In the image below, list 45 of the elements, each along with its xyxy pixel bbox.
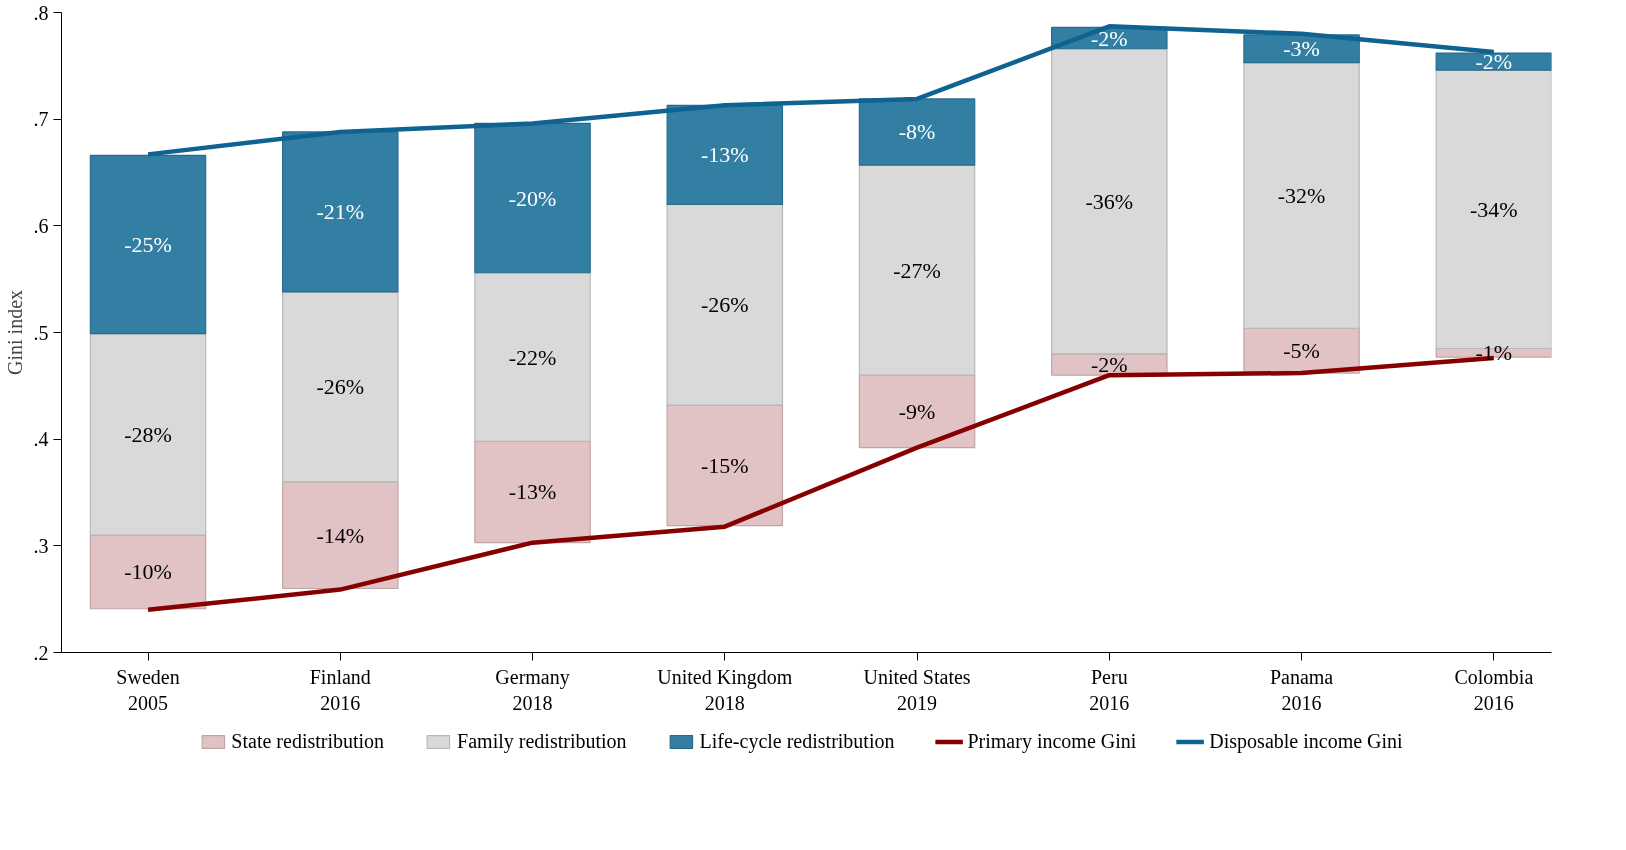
x-tick-label: Colombia 2016 xyxy=(1454,665,1534,714)
y-tick-label: .7 xyxy=(33,108,49,131)
annotation: -2% xyxy=(1090,352,1128,377)
annotation: -10% xyxy=(124,559,172,585)
y-tick-label: .2 xyxy=(33,641,49,664)
y-tick-label: .4 xyxy=(33,428,49,451)
annotation: -36% xyxy=(1085,188,1134,214)
legend-label: State redistribution xyxy=(231,729,385,753)
legend-label: Primary income Gini xyxy=(967,729,1137,753)
y-tick-label: .5 xyxy=(33,321,49,344)
y-tick-label: .6 xyxy=(33,214,49,237)
annotation: -13% xyxy=(700,142,749,168)
y-tick-label: .8 xyxy=(33,1,49,24)
x-tick-label: Peru 2016 xyxy=(1089,665,1130,714)
annotation: -5% xyxy=(1283,338,1320,364)
legend-label: Disposable income Gini xyxy=(1209,729,1403,753)
legend-label: Family redistribution xyxy=(457,729,627,753)
x-tick-label: Sweden 2005 xyxy=(116,665,180,714)
annotation: -32% xyxy=(1277,182,1326,208)
annotation: -9% xyxy=(898,398,936,424)
legend-label: Life-cycle redistribution xyxy=(699,729,895,753)
annotation: -8% xyxy=(898,119,936,145)
annotation: -26% xyxy=(316,374,365,400)
x-tick-label: Panama 2016 xyxy=(1269,665,1334,714)
annotation: -14% xyxy=(316,522,365,548)
x-tick-label: Germany 2018 xyxy=(495,665,570,714)
y-tick-label: .3 xyxy=(33,534,49,557)
x-tick-label: United States 2019 xyxy=(863,665,971,714)
annotation: -2% xyxy=(1475,49,1513,75)
annotation: -3% xyxy=(1283,36,1320,62)
annotation: -21% xyxy=(316,199,365,225)
annotation: -15% xyxy=(700,452,749,478)
annotation: -13% xyxy=(508,479,557,505)
x-tick-label: Finland 2016 xyxy=(309,665,371,714)
annotation: -25% xyxy=(124,232,172,257)
annotation: -27% xyxy=(893,257,941,283)
annotation: -26% xyxy=(700,292,749,318)
x-tick-label: United Kingdom 2018 xyxy=(657,665,793,714)
annotation: -1% xyxy=(1475,340,1513,366)
annotation: -20% xyxy=(508,185,557,211)
y-axis-title: Gini index xyxy=(3,290,26,375)
annotation: -2% xyxy=(1090,25,1128,51)
annotation: -34% xyxy=(1470,196,1518,222)
annotation: -22% xyxy=(508,344,557,370)
annotation: -28% xyxy=(124,421,172,447)
